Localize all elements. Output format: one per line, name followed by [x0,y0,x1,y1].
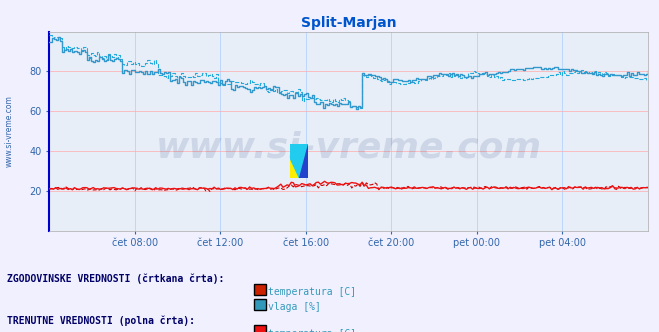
Polygon shape [290,158,299,178]
Text: vlaga [%]: vlaga [%] [268,302,321,312]
Text: www.si-vreme.com: www.si-vreme.com [156,130,542,164]
Polygon shape [299,144,308,178]
Text: temperatura [C]: temperatura [C] [268,329,357,332]
Text: ZGODOVINSKE VREDNOSTI (črtkana črta):: ZGODOVINSKE VREDNOSTI (črtkana črta): [7,274,224,285]
Polygon shape [290,144,308,178]
Text: www.si-vreme.com: www.si-vreme.com [4,95,13,167]
Text: TRENUTNE VREDNOSTI (polna črta):: TRENUTNE VREDNOSTI (polna črta): [7,315,194,326]
Text: temperatura [C]: temperatura [C] [268,287,357,297]
Title: Split-Marjan: Split-Marjan [301,16,397,30]
